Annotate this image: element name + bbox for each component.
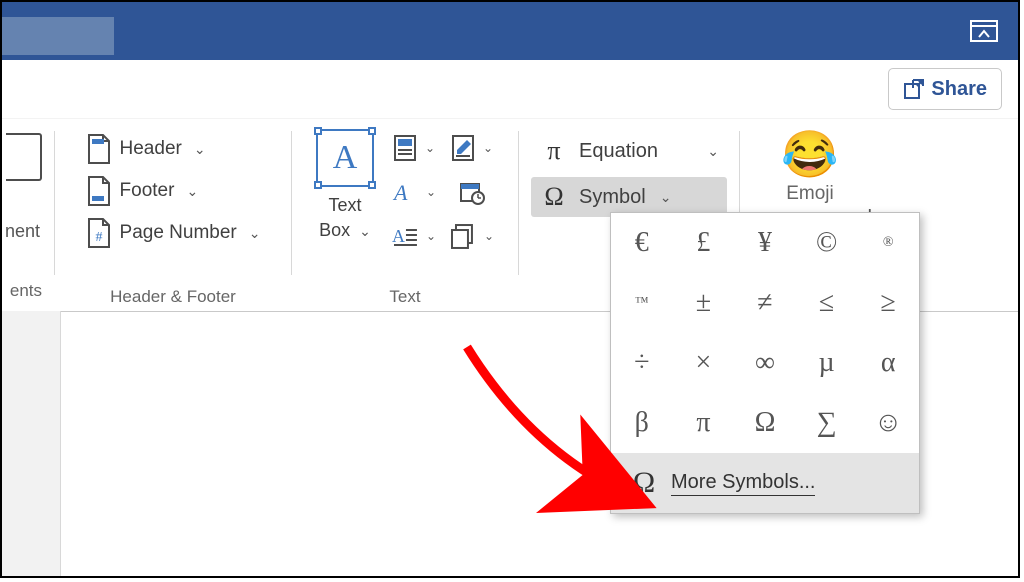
object-icon: [450, 223, 476, 249]
share-label: Share: [931, 78, 987, 101]
chevron-down-icon: ⌄: [186, 183, 198, 200]
quick-parts-icon: [393, 134, 417, 162]
symbol-cell[interactable]: µ: [796, 333, 858, 393]
page-number-button[interactable]: # Page Number ⌄: [82, 215, 265, 251]
share-icon: [903, 78, 925, 100]
symbol-cell[interactable]: α: [857, 333, 919, 393]
symbol-cell[interactable]: ☺: [857, 393, 919, 453]
ribbon-group-partial-left: nent ents: [2, 119, 54, 311]
partial-group-label: ents: [10, 281, 42, 301]
footer-button[interactable]: Footer ⌄: [82, 173, 265, 209]
footer-label: Footer: [120, 180, 175, 202]
omega-icon: Ω: [629, 466, 659, 500]
page-number-label: Page Number: [120, 222, 237, 244]
header-label: Header: [120, 138, 182, 160]
date-time-button[interactable]: [450, 173, 494, 211]
footer-icon: [86, 176, 112, 206]
collapse-ribbon-icon[interactable]: [970, 20, 998, 42]
page-number-icon: #: [86, 218, 112, 248]
signature-line-icon: [451, 134, 475, 162]
symbol-cell[interactable]: ®: [857, 213, 919, 273]
signature-line-button[interactable]: ⌄: [450, 129, 494, 167]
symbol-cell[interactable]: ≥: [857, 273, 919, 333]
symbol-cell[interactable]: £: [673, 213, 735, 273]
drop-cap-button[interactable]: A ⌄: [392, 217, 436, 255]
symbol-cell[interactable]: Ω: [734, 393, 796, 453]
header-footer-group-label: Header & Footer: [110, 287, 236, 307]
ribbon-group-text: A Text Box ⌄ ⌄: [292, 119, 518, 311]
equation-button[interactable]: π Equation ⌄: [531, 131, 727, 171]
svg-text:A: A: [392, 180, 408, 205]
symbol-cell[interactable]: ™: [611, 273, 673, 333]
date-time-icon: [459, 179, 485, 205]
share-strip: Share: [2, 60, 1018, 119]
wordart-icon: A: [392, 179, 418, 205]
symbol-cell[interactable]: ©: [796, 213, 858, 273]
chevron-down-icon: ⌄: [194, 141, 206, 158]
drop-cap-icon: A: [392, 225, 418, 247]
header-button[interactable]: Header ⌄: [82, 131, 265, 167]
symbol-button[interactable]: Ω Symbol ⌄: [531, 177, 727, 217]
svg-text:A: A: [392, 226, 405, 246]
symbol-dropdown-panel: € £ ¥ © ® ™ ± ≠ ≤ ≥ ÷ × ∞ µ α β π Ω ∑ ☺ …: [610, 212, 920, 514]
partial-label: nent: [5, 221, 40, 242]
symbol-cell[interactable]: ¥: [734, 213, 796, 273]
emoji-label: Emoji: [786, 183, 834, 205]
chevron-down-icon: ⌄: [660, 189, 672, 206]
chevron-down-icon: ⌄: [249, 225, 261, 242]
share-button[interactable]: Share: [888, 68, 1002, 110]
symbol-cell[interactable]: €: [611, 213, 673, 273]
more-symbols-button[interactable]: Ω More Symbols...: [611, 453, 919, 513]
symbol-cell[interactable]: ≠: [734, 273, 796, 333]
symbol-cell[interactable]: ×: [673, 333, 735, 393]
symbol-cell[interactable]: ∑: [796, 393, 858, 453]
text-box-button[interactable]: A Text Box ⌄: [316, 129, 374, 240]
symbol-label: Symbol: [579, 186, 646, 209]
pi-icon: π: [539, 136, 569, 166]
ribbon-group-header-footer: Header ⌄ Footer ⌄: [55, 119, 291, 311]
partial-icon[interactable]: [6, 133, 42, 181]
emoji-button[interactable]: 😂: [781, 131, 838, 177]
titlebar-left-block: [2, 17, 114, 55]
text-group-label: Text: [389, 287, 420, 307]
wordart-button[interactable]: A ⌄: [392, 173, 436, 211]
object-button[interactable]: ⌄: [450, 217, 494, 255]
text-box-label-2: Box: [319, 220, 350, 240]
text-box-icon: A: [316, 129, 374, 187]
equation-label: Equation: [579, 140, 658, 163]
symbol-cell[interactable]: π: [673, 393, 735, 453]
chevron-down-icon: ⌄: [707, 143, 719, 160]
symbol-cell[interactable]: ÷: [611, 333, 673, 393]
document-gutter: [2, 311, 61, 578]
symbol-cell[interactable]: ∞: [734, 333, 796, 393]
more-symbols-label: More Symbols...: [671, 471, 815, 496]
header-icon: [86, 134, 112, 164]
quick-parts-button[interactable]: ⌄: [392, 129, 436, 167]
omega-icon: Ω: [539, 182, 569, 212]
symbol-cell[interactable]: ±: [673, 273, 735, 333]
symbol-cell[interactable]: ≤: [796, 273, 858, 333]
chevron-down-icon: ⌄: [359, 223, 371, 239]
symbol-cell[interactable]: β: [611, 393, 673, 453]
title-bar: [2, 2, 1018, 60]
svg-text:#: #: [95, 230, 102, 245]
text-box-label-1: Text: [328, 195, 361, 216]
